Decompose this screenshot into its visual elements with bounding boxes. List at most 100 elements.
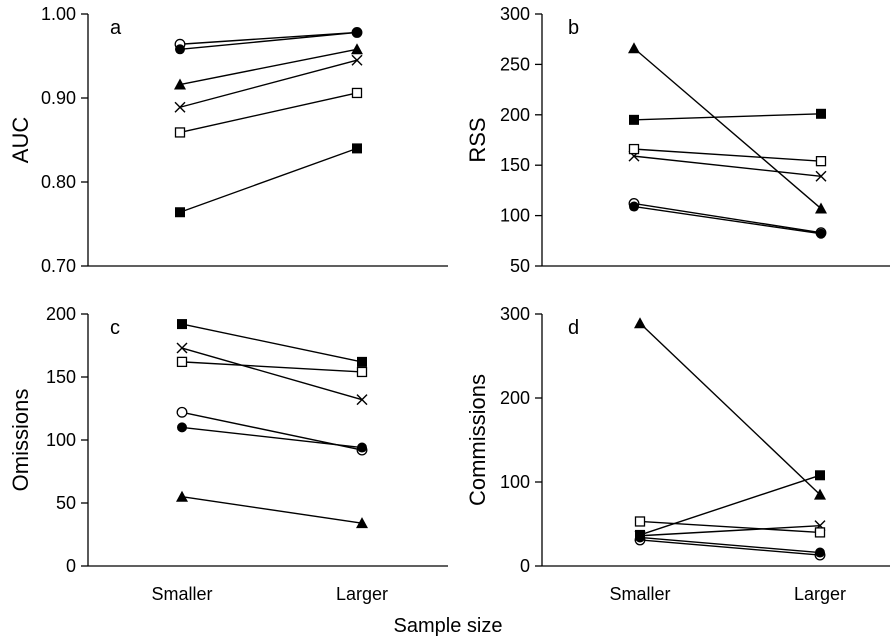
series-line bbox=[639, 520, 821, 534]
y-tick-label: 100 bbox=[500, 206, 530, 226]
y-axis-title: Omissions bbox=[8, 389, 33, 492]
cross-marker bbox=[176, 342, 188, 354]
y-tick-label: 150 bbox=[500, 155, 530, 175]
series-line bbox=[639, 539, 821, 556]
cross-stroke bbox=[351, 54, 363, 66]
y-tick-label: 300 bbox=[500, 304, 530, 324]
y-tick-label: 0.70 bbox=[41, 256, 76, 276]
cross-stroke bbox=[356, 394, 368, 406]
filled-square-marker bbox=[357, 356, 367, 367]
x-axis-title: Sample size bbox=[394, 615, 503, 637]
y-tick-label: 200 bbox=[500, 388, 530, 408]
y-tick-label: 200 bbox=[46, 304, 76, 324]
open-square-marker bbox=[814, 527, 826, 538]
filled-triangle-marker bbox=[634, 317, 646, 329]
series-line bbox=[179, 59, 358, 108]
y-tick-label: 200 bbox=[500, 105, 530, 125]
series-line bbox=[639, 474, 821, 536]
filled-triangle-marker bbox=[628, 42, 640, 54]
cross-stroke bbox=[815, 170, 827, 182]
series-line bbox=[181, 323, 363, 363]
filled-square-marker bbox=[629, 114, 639, 125]
series-line bbox=[181, 496, 363, 524]
series-line bbox=[633, 205, 822, 235]
y-tick-label: 100 bbox=[46, 430, 76, 450]
y-tick-label: 0 bbox=[66, 556, 76, 576]
y-tick-label: 300 bbox=[500, 4, 530, 24]
cross-stroke bbox=[174, 101, 186, 113]
y-tick-label: 50 bbox=[510, 256, 530, 276]
y-tick-label: 250 bbox=[500, 54, 530, 74]
filled-triangle-marker bbox=[174, 78, 186, 90]
filled-triangle-marker bbox=[351, 43, 363, 55]
filled-circle-marker bbox=[816, 228, 826, 239]
panel-letter: d bbox=[568, 317, 579, 339]
filled-circle-marker bbox=[629, 201, 639, 212]
open-circle-marker bbox=[176, 406, 188, 418]
series-line bbox=[181, 426, 363, 449]
y-axis-title: RSS bbox=[465, 117, 490, 162]
y-tick-label: 150 bbox=[46, 367, 76, 387]
series-line bbox=[633, 113, 822, 121]
y-tick-label: 1.00 bbox=[41, 4, 76, 24]
open-square-marker bbox=[356, 366, 368, 378]
series-line bbox=[179, 31, 358, 45]
x-tick-label: Smaller bbox=[151, 584, 212, 604]
filled-circle-marker bbox=[352, 27, 362, 38]
panel-b: 50 100 150 200 250 300 RSS b bbox=[465, 4, 890, 276]
panel-letter: c bbox=[110, 317, 120, 339]
filled-triangle-marker bbox=[356, 517, 368, 529]
filled-square-marker bbox=[635, 529, 645, 540]
y-tick-label: 0 bbox=[520, 556, 530, 576]
x-tick-label: Larger bbox=[794, 584, 846, 604]
panel-letter: a bbox=[110, 17, 122, 39]
filled-square-marker bbox=[177, 319, 187, 330]
x-tick-label: Smaller bbox=[609, 584, 670, 604]
filled-circle-marker bbox=[357, 442, 367, 453]
filled-square-marker bbox=[816, 108, 826, 119]
filled-circle-marker bbox=[815, 547, 825, 558]
y-tick-label: 0.90 bbox=[41, 88, 76, 108]
series-line bbox=[179, 92, 358, 134]
panel-d: 0 100 200 300 Smaller Larger Commissions d bbox=[465, 304, 890, 604]
series-line bbox=[633, 202, 822, 234]
open-square-marker bbox=[176, 356, 188, 368]
y-axis-title: AUC bbox=[8, 117, 33, 164]
y-axis-title: Commissions bbox=[465, 374, 490, 506]
panel-c: 0 50 100 150 200 Smaller Larger Omissions c bbox=[8, 304, 448, 604]
filled-triangle-marker bbox=[176, 490, 188, 502]
y-tick-label: 50 bbox=[56, 493, 76, 513]
cross-marker bbox=[174, 101, 186, 113]
open-square-marker bbox=[634, 516, 646, 527]
cross-marker bbox=[356, 394, 368, 406]
series-line bbox=[639, 322, 821, 496]
series-line bbox=[633, 148, 822, 162]
series-line bbox=[633, 47, 822, 210]
series-line bbox=[639, 536, 821, 554]
series-line bbox=[181, 347, 363, 401]
open-square-marker bbox=[628, 143, 640, 155]
filled-circle-marker bbox=[177, 422, 187, 433]
x-tick-label: Larger bbox=[336, 584, 388, 604]
series-line bbox=[179, 48, 358, 86]
series-line bbox=[179, 147, 358, 213]
filled-square-marker bbox=[815, 470, 825, 481]
open-square-marker bbox=[174, 127, 186, 138]
cross-marker bbox=[815, 170, 827, 182]
y-tick-label: 100 bbox=[500, 472, 530, 492]
panel-letter: b bbox=[568, 17, 579, 39]
filled-square-marker bbox=[175, 207, 185, 218]
filled-triangle-marker bbox=[814, 488, 826, 500]
cross-marker bbox=[351, 54, 363, 66]
series-line bbox=[181, 361, 363, 373]
series-line bbox=[179, 31, 358, 50]
y-tick-label: 0.80 bbox=[41, 172, 76, 192]
filled-circle-marker bbox=[175, 44, 185, 55]
series-line bbox=[639, 524, 821, 537]
panel-a: 0.70 0.80 0.90 1.00 AUC a bbox=[8, 4, 448, 276]
series-line bbox=[633, 155, 822, 177]
open-square-marker bbox=[351, 87, 363, 99]
open-square-marker bbox=[815, 156, 827, 167]
filled-triangle-marker bbox=[815, 202, 827, 214]
